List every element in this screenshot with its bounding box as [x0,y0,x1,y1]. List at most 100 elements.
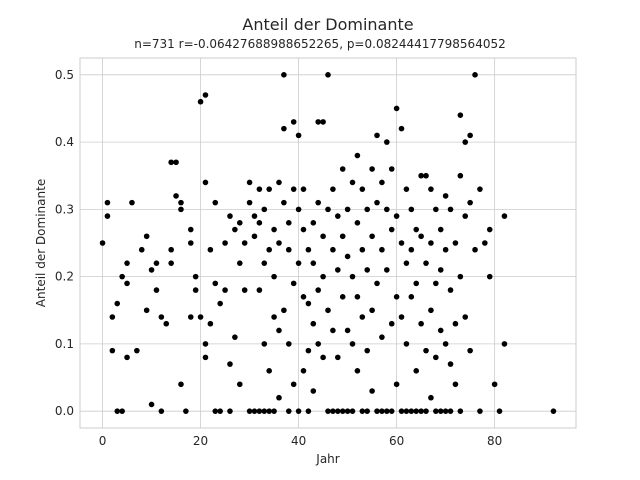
data-point [266,186,272,192]
data-point [276,394,282,401]
data-point [305,246,312,253]
data-point [388,320,395,327]
data-point [472,246,478,253]
data-point [285,408,292,414]
data-point [187,314,194,320]
y-tick-label: 0.4 [55,135,74,149]
data-point [158,408,165,414]
data-point [281,307,287,314]
data-point [393,105,400,112]
data-point [418,233,424,240]
data-point [187,226,194,233]
data-point [246,199,253,206]
data-point [227,408,233,414]
data-point [423,172,429,179]
chart-title: Anteil der Dominante [242,15,413,34]
data-point [344,327,351,334]
data-point [482,240,488,246]
data-point [442,246,449,253]
data-point [437,267,444,273]
data-point [104,199,111,206]
data-point [472,72,478,78]
data-point [413,368,420,374]
data-point [550,408,557,414]
data-point [388,408,395,414]
data-point [364,408,371,414]
data-point [251,408,258,414]
data-point [437,327,444,334]
data-point [433,280,439,287]
data-point [119,273,125,280]
data-point [428,240,434,246]
y-tick-label: 0.2 [55,270,74,284]
data-point [285,341,292,347]
data-point [290,381,297,388]
data-point [212,199,219,206]
data-point [261,341,268,347]
data-point [339,166,346,172]
data-point [501,341,508,347]
data-point [369,388,375,394]
data-point [124,260,130,266]
data-point [325,72,331,78]
data-point [227,361,233,367]
data-point [369,166,375,172]
data-point [330,246,336,253]
data-point [290,280,297,287]
data-point [452,240,459,246]
data-point [433,206,439,213]
data-point [364,347,371,354]
data-point [310,320,317,327]
data-point [300,186,307,192]
data-point [398,125,405,132]
data-point [457,112,464,118]
data-point [359,186,366,192]
data-point [271,314,277,320]
data-point [379,334,385,340]
data-point [413,408,420,414]
data-point [369,307,375,314]
data-point [491,381,498,388]
data-point [447,287,454,293]
data-point [320,354,326,361]
data-point [300,368,307,374]
data-point [241,287,248,293]
x-tick-label: 20 [193,434,208,448]
data-point [227,213,233,219]
data-point [153,260,160,266]
data-point [246,408,253,414]
data-point [384,408,390,414]
data-point [251,233,258,240]
data-point [153,287,160,293]
data-point [496,408,503,414]
data-point [300,226,307,233]
data-point [486,273,493,280]
x-tick-label: 60 [389,434,404,448]
data-point [437,226,444,233]
data-point [256,186,263,192]
data-point [403,186,410,192]
data-point [266,246,272,253]
data-point [187,240,194,246]
data-point [310,220,317,226]
data-point [148,401,155,408]
plot-frame [79,57,577,429]
data-point [202,354,209,361]
data-point [197,314,204,320]
x-tick-label: 80 [487,434,502,448]
data-point [349,408,356,414]
data-point [202,341,209,347]
data-point [261,260,268,266]
data-point [168,159,174,166]
data-point [305,347,312,354]
data-point [261,206,268,213]
data-point [393,294,400,300]
data-point [452,320,459,327]
data-point [437,408,444,414]
data-point [374,199,380,206]
data-point [447,408,454,414]
data-point [354,294,361,300]
data-point [467,132,473,139]
